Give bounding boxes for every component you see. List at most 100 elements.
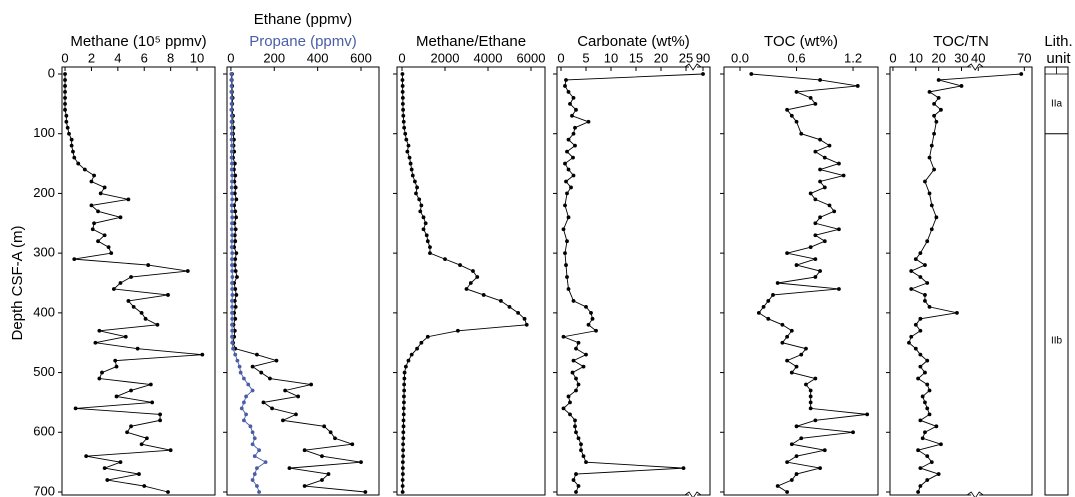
- panel-title: TOC (wt%): [764, 33, 838, 50]
- data-point: [238, 370, 243, 375]
- data-point: [925, 454, 930, 459]
- data-point: [102, 185, 107, 190]
- data-point: [137, 472, 141, 476]
- data-point: [570, 370, 575, 375]
- data-line: [561, 73, 704, 493]
- data-point: [573, 125, 577, 130]
- data-point: [799, 352, 804, 357]
- legend-label: Ethane (ppmv): [254, 11, 352, 28]
- axis-break: [966, 491, 984, 497]
- data-point: [333, 436, 337, 441]
- data-point: [927, 155, 932, 160]
- data-point: [233, 304, 238, 309]
- data-point: [237, 364, 242, 369]
- data-point: [927, 412, 932, 417]
- data-point: [229, 95, 234, 100]
- x-tick-label: 6000: [517, 50, 546, 65]
- data-point: [229, 155, 234, 160]
- data-point: [813, 257, 818, 262]
- data-point: [766, 316, 771, 321]
- data-point: [939, 107, 943, 112]
- y-tick-label: 600: [33, 424, 55, 439]
- data-point: [118, 460, 123, 465]
- data-point: [102, 466, 107, 471]
- data-point: [424, 233, 429, 238]
- data-point: [573, 143, 577, 148]
- data-point: [808, 406, 813, 411]
- x-tick-label: 20: [931, 50, 945, 65]
- data-point: [932, 131, 936, 136]
- data-point: [268, 376, 272, 381]
- data-point: [568, 101, 572, 106]
- axis-break: [684, 63, 702, 71]
- data-point: [270, 406, 275, 411]
- data-point: [64, 119, 69, 124]
- data-point: [233, 227, 238, 232]
- data-point: [406, 143, 411, 148]
- data-point: [813, 418, 818, 423]
- data-point: [229, 125, 234, 130]
- data-point: [923, 370, 927, 375]
- data-point: [818, 137, 822, 142]
- data-point: [927, 90, 932, 94]
- data-point: [785, 358, 790, 363]
- data-point: [574, 430, 578, 435]
- data-point: [808, 95, 813, 100]
- data-point: [522, 316, 527, 321]
- data-point: [927, 191, 932, 196]
- data-point: [229, 119, 234, 124]
- data-point: [129, 275, 133, 279]
- data-point: [818, 215, 822, 220]
- data-point: [907, 340, 911, 345]
- data-point: [813, 376, 818, 381]
- x-tick-label: 0: [557, 50, 564, 65]
- data-point: [584, 460, 588, 465]
- data-point: [813, 233, 818, 238]
- data-point: [775, 281, 780, 285]
- data-point: [230, 293, 235, 297]
- data-point: [93, 340, 98, 345]
- data-point: [789, 442, 794, 447]
- data-line: [230, 74, 267, 493]
- data-point: [566, 137, 571, 142]
- data-point: [233, 316, 238, 321]
- data-point: [405, 149, 410, 154]
- data-point: [259, 370, 264, 375]
- data-point: [233, 352, 238, 357]
- data-point: [794, 263, 799, 267]
- data-point: [166, 293, 170, 297]
- data-point: [230, 275, 235, 279]
- data-point: [92, 173, 96, 178]
- data-point: [918, 364, 923, 369]
- data-point: [230, 328, 235, 333]
- data-point: [143, 316, 148, 321]
- data-point: [230, 316, 235, 321]
- data-point: [936, 78, 941, 82]
- lith-frame: [1044, 66, 1069, 496]
- data-point: [464, 287, 469, 291]
- data-point: [576, 436, 581, 441]
- y-tick-label: 400: [33, 304, 55, 319]
- x-tick-label: 8: [167, 50, 174, 65]
- y-tick-label: 0: [48, 65, 55, 80]
- x-tick-label: 0.0: [731, 50, 749, 65]
- data-point: [425, 334, 430, 339]
- data-point: [934, 424, 939, 429]
- data-point: [229, 185, 234, 190]
- x-tick-label: 10: [909, 50, 923, 65]
- data-point: [564, 78, 568, 82]
- x-tick-label: 400: [307, 50, 329, 65]
- data-point: [118, 281, 123, 285]
- data-point: [242, 400, 246, 405]
- data-point: [96, 239, 100, 244]
- data-point: [794, 472, 799, 476]
- data-point: [923, 263, 927, 267]
- plot-frame: [889, 66, 1033, 496]
- data-point: [274, 358, 279, 363]
- data-point: [822, 448, 827, 453]
- data-point: [499, 299, 503, 303]
- data-point: [939, 442, 943, 447]
- data-point: [230, 269, 235, 273]
- data-point: [925, 358, 930, 363]
- data-point: [250, 430, 255, 435]
